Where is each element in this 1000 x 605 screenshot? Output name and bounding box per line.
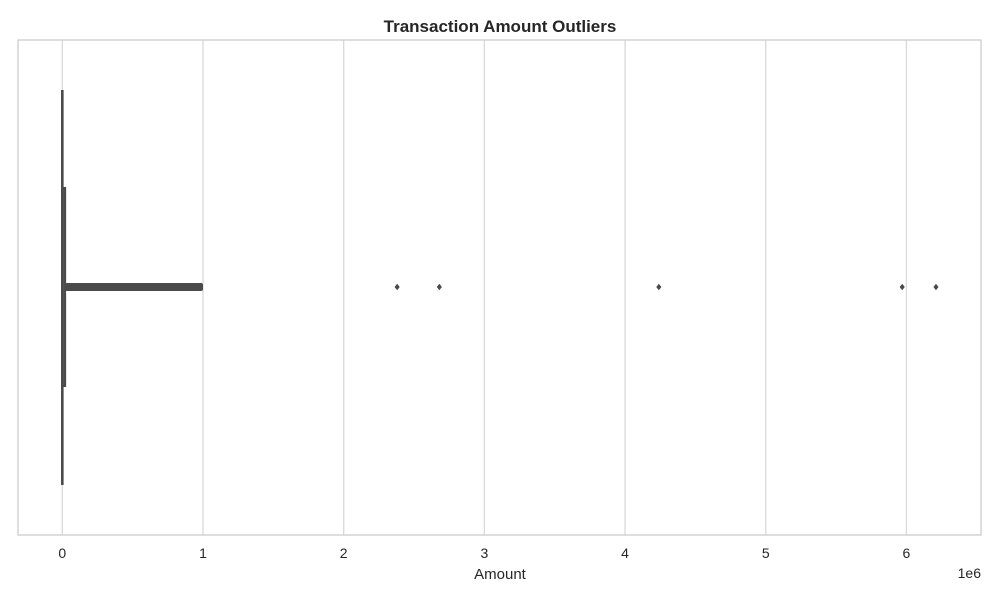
x-axis-offset-label: 1e6 (958, 565, 982, 581)
outlier-point (899, 283, 905, 291)
x-tick-label: 6 (903, 545, 911, 561)
x-tick-label: 4 (621, 545, 629, 561)
x-axis-ticks: 0 1 2 3 4 5 6 (58, 545, 910, 561)
outlier-point (394, 283, 400, 291)
grid-lines (61, 40, 908, 535)
outlier-point (436, 283, 442, 291)
chart-title: Transaction Amount Outliers (384, 17, 617, 36)
x-tick-label: 2 (340, 545, 348, 561)
plot-frame (17, 39, 982, 536)
x-tick-label: 1 (199, 545, 207, 561)
box-plot-series (61, 90, 939, 485)
x-axis-label: Amount (474, 566, 527, 583)
outlier-point (933, 283, 939, 291)
outlier-point (656, 283, 662, 291)
dense-outlier-band (65, 283, 204, 291)
x-tick-label: 5 (762, 545, 770, 561)
x-tick-label: 3 (480, 545, 488, 561)
x-tick-label: 0 (58, 545, 66, 561)
